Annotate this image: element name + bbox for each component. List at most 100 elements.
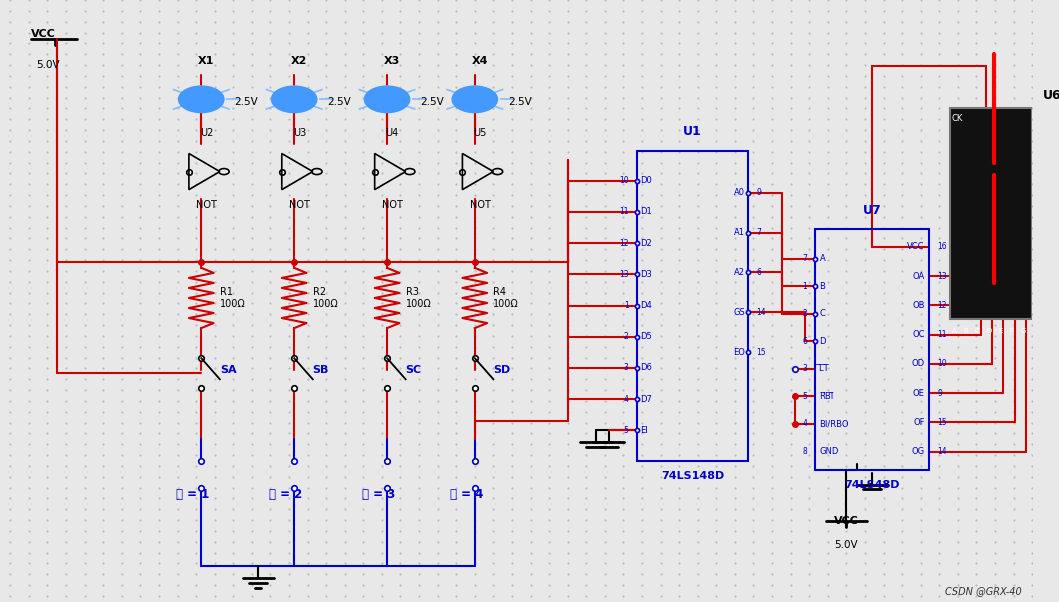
Text: GND: GND [820, 447, 839, 456]
Text: OA: OA [913, 272, 925, 281]
Text: C: C [820, 309, 825, 318]
Circle shape [179, 86, 225, 113]
Text: U4: U4 [385, 128, 399, 138]
Text: D3: D3 [640, 270, 652, 279]
Text: EO: EO [733, 348, 746, 356]
Text: VCC: VCC [908, 243, 925, 251]
Text: X4: X4 [471, 56, 488, 66]
Text: 12: 12 [620, 238, 629, 247]
Text: OC: OC [912, 330, 925, 339]
Text: D2: D2 [640, 238, 651, 247]
Text: D4: D4 [640, 301, 651, 310]
Text: B: B [820, 282, 825, 291]
Circle shape [452, 86, 498, 113]
Text: 5: 5 [624, 426, 629, 435]
Text: 10: 10 [937, 359, 947, 368]
Text: 5.0V: 5.0V [834, 540, 858, 550]
Text: E: E [998, 328, 1003, 334]
Text: R̅B̅I̅: R̅B̅I̅ [820, 392, 833, 401]
Text: 74LS148D: 74LS148D [661, 471, 724, 480]
Text: A: A [952, 328, 957, 334]
Text: 键 = 2: 键 = 2 [269, 488, 303, 501]
Text: X2: X2 [291, 56, 307, 66]
Text: 6: 6 [756, 268, 761, 277]
Text: 10: 10 [618, 176, 629, 185]
Text: R1: R1 [220, 287, 233, 297]
Text: 11: 11 [620, 207, 629, 216]
Text: 100Ω: 100Ω [406, 299, 431, 309]
Text: 2: 2 [624, 332, 629, 341]
Text: A0: A0 [734, 188, 746, 197]
Text: F: F [1009, 328, 1013, 334]
Text: 5: 5 [803, 392, 807, 401]
Text: 键 = 1: 键 = 1 [177, 488, 210, 501]
Text: 16: 16 [937, 243, 947, 251]
Text: 100Ω: 100Ω [220, 299, 246, 309]
Text: GS: GS [734, 308, 746, 317]
Text: 2.5V: 2.5V [327, 98, 351, 107]
Text: R3: R3 [406, 287, 418, 297]
Text: D5: D5 [640, 332, 651, 341]
Text: D1: D1 [640, 207, 651, 216]
Text: 14: 14 [756, 308, 767, 317]
Text: D6: D6 [640, 364, 652, 373]
Text: OF: OF [913, 418, 925, 427]
Text: U7: U7 [863, 203, 881, 217]
Text: 4: 4 [803, 420, 807, 429]
Text: EI: EI [640, 426, 648, 435]
Text: 7: 7 [803, 255, 807, 263]
Text: ̅L̅T̅: ̅L̅T̅ [820, 364, 829, 373]
Text: D7: D7 [640, 395, 652, 404]
Text: 12: 12 [937, 301, 947, 310]
Text: 9: 9 [937, 388, 943, 397]
Text: R4: R4 [493, 287, 506, 297]
Text: 13: 13 [618, 270, 629, 279]
Text: A1: A1 [734, 228, 746, 237]
Text: 1: 1 [803, 282, 807, 291]
Text: U2: U2 [200, 128, 213, 138]
Text: U3: U3 [292, 128, 306, 138]
Text: 4: 4 [624, 395, 629, 404]
Text: 键 = 3: 键 = 3 [362, 488, 395, 501]
Text: NOT: NOT [196, 200, 217, 211]
Text: SB: SB [312, 365, 329, 375]
Text: B: B [964, 328, 969, 334]
Text: OE: OE [913, 388, 925, 397]
Circle shape [271, 86, 317, 113]
Text: 14: 14 [937, 447, 947, 456]
Text: G: G [1020, 328, 1025, 334]
Text: 13: 13 [937, 272, 947, 281]
Text: A: A [820, 255, 825, 263]
Text: SD: SD [493, 365, 510, 375]
Text: 2: 2 [803, 309, 807, 318]
Text: 3: 3 [803, 364, 807, 373]
Text: 15: 15 [937, 418, 947, 427]
Text: BI/RBO: BI/RBO [820, 420, 849, 429]
Text: OB: OB [912, 301, 925, 310]
Text: D0: D0 [640, 176, 651, 185]
Text: SC: SC [406, 365, 421, 375]
Text: NOT: NOT [469, 200, 490, 211]
Text: 8: 8 [803, 447, 807, 456]
Text: A2: A2 [734, 268, 746, 277]
Text: 7: 7 [756, 228, 761, 237]
Text: 键 = 4: 键 = 4 [450, 488, 483, 501]
Text: 74LS48D: 74LS48D [844, 480, 900, 489]
Text: 11: 11 [937, 330, 947, 339]
Text: 100Ω: 100Ω [312, 299, 339, 309]
Text: NOT: NOT [382, 200, 402, 211]
Text: 1: 1 [624, 301, 629, 310]
Text: SA: SA [220, 365, 236, 375]
Text: 2.5V: 2.5V [420, 98, 444, 107]
Text: U5: U5 [473, 128, 487, 138]
Text: VCC: VCC [31, 29, 56, 39]
Text: R2: R2 [312, 287, 326, 297]
Text: 2.5V: 2.5V [234, 98, 258, 107]
Text: 2.5V: 2.5V [508, 98, 532, 107]
Text: D: D [820, 337, 826, 346]
FancyBboxPatch shape [950, 108, 1033, 319]
Text: X3: X3 [384, 56, 400, 66]
Text: U6: U6 [1042, 89, 1059, 102]
Text: CSDN @GRX-40: CSDN @GRX-40 [945, 586, 1022, 596]
Text: 15: 15 [756, 348, 767, 356]
